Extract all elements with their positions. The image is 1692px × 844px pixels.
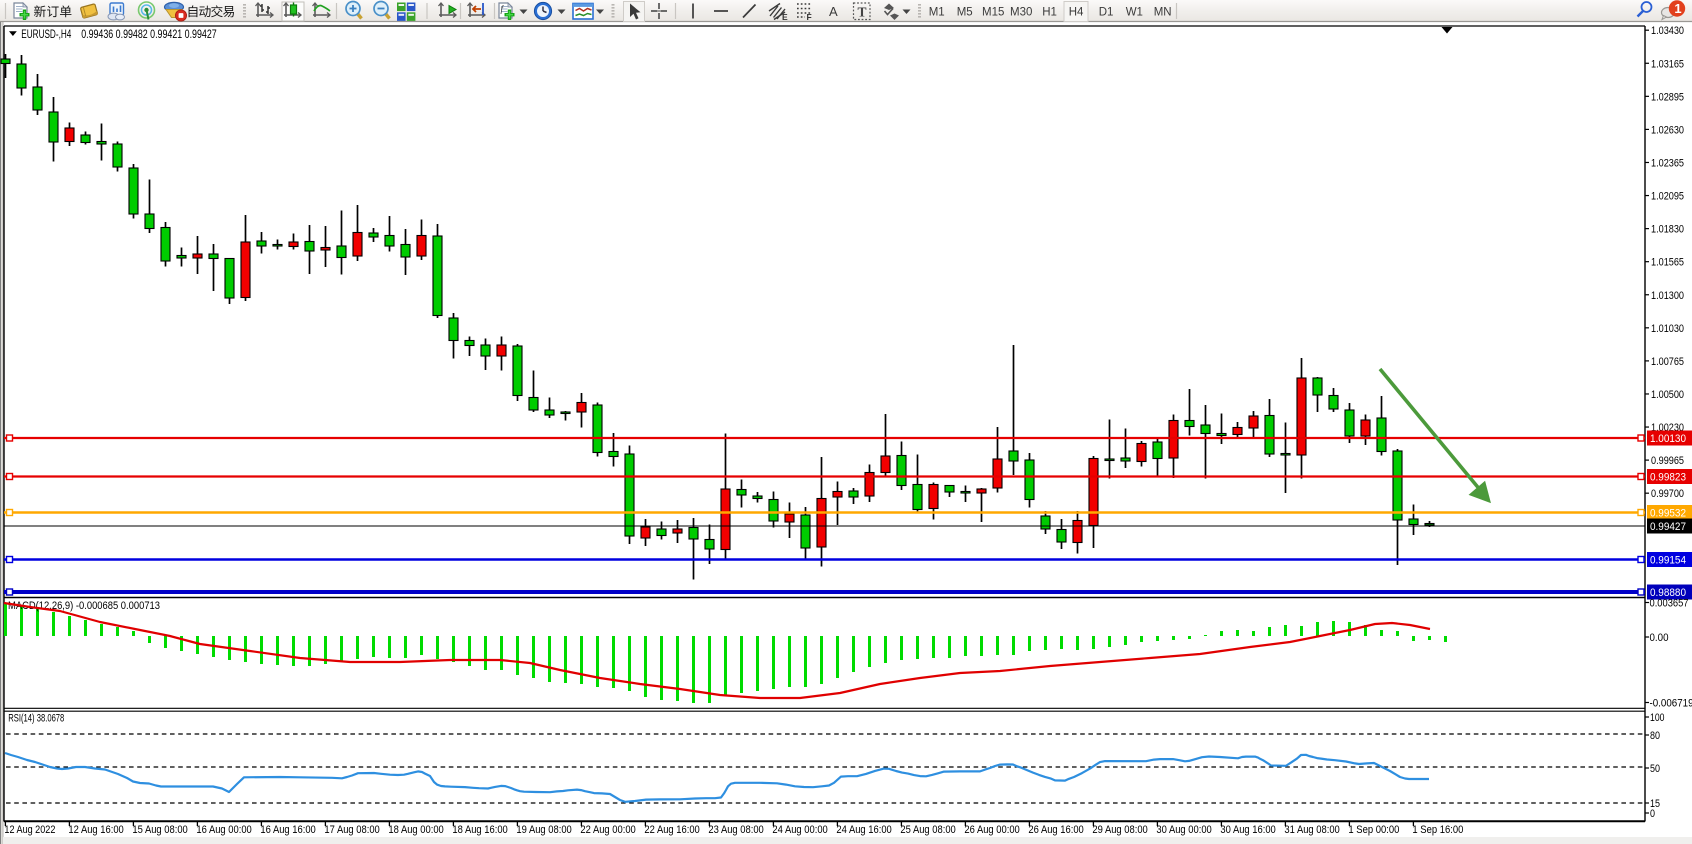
svg-text:1.02895: 1.02895: [1651, 91, 1684, 103]
svg-text:1.01300: 1.01300: [1651, 290, 1684, 302]
svg-text:30 Aug 00:00: 30 Aug 00:00: [1156, 824, 1211, 836]
svg-text:1: 1: [1674, 1, 1681, 16]
svg-text:0.003657: 0.003657: [1650, 598, 1689, 610]
svg-text:T: T: [858, 5, 867, 20]
svg-text:MN: MN: [1154, 7, 1172, 19]
svg-text:30 Aug 16:00: 30 Aug 16:00: [1220, 824, 1275, 836]
svg-text:M1: M1: [929, 7, 945, 19]
svg-text:24 Aug 16:00: 24 Aug 16:00: [836, 824, 891, 836]
svg-text:16 Aug 00:00: 16 Aug 00:00: [196, 824, 251, 836]
svg-text:0.99427: 0.99427: [1650, 521, 1686, 533]
svg-text:31 Aug 08:00: 31 Aug 08:00: [1284, 824, 1339, 836]
svg-text:19 Aug 08:00: 19 Aug 08:00: [516, 824, 571, 836]
svg-text:15: 15: [1650, 798, 1660, 810]
svg-text:0: 0: [1650, 808, 1655, 820]
svg-text:1 Sep 00:00: 1 Sep 00:00: [1348, 824, 1399, 836]
svg-text:1.03430: 1.03430: [1651, 25, 1684, 37]
svg-text:12 Aug 16:00: 12 Aug 16:00: [68, 824, 123, 836]
svg-text:0.99823: 0.99823: [1650, 472, 1686, 484]
svg-text:f: f: [501, 4, 505, 14]
svg-text:15 Aug 08:00: 15 Aug 08:00: [132, 824, 187, 836]
svg-text:M30: M30: [1010, 7, 1032, 19]
svg-text:25 Aug 08:00: 25 Aug 08:00: [900, 824, 955, 836]
svg-text:16 Aug 16:00: 16 Aug 16:00: [260, 824, 315, 836]
svg-text:29 Aug 08:00: 29 Aug 08:00: [1092, 824, 1147, 836]
svg-text:M5: M5: [957, 7, 973, 19]
svg-text:1.02365: 1.02365: [1651, 157, 1684, 169]
svg-text:50: 50: [1650, 763, 1660, 775]
svg-text:1.01030: 1.01030: [1651, 323, 1684, 335]
svg-text:RSI(14) 38.0678: RSI(14) 38.0678: [8, 713, 64, 725]
svg-text:W1: W1: [1126, 7, 1143, 19]
svg-text:26 Aug 00:00: 26 Aug 00:00: [964, 824, 1019, 836]
svg-text:-0.006719: -0.006719: [1650, 698, 1692, 710]
svg-text:26 Aug 16:00: 26 Aug 16:00: [1028, 824, 1083, 836]
svg-text:0.99436 0.99482 0.99421 0.9942: 0.99436 0.99482 0.99421 0.99427: [81, 27, 217, 41]
svg-text:22 Aug 00:00: 22 Aug 00:00: [580, 824, 635, 836]
svg-text:0.99965: 0.99965: [1651, 455, 1684, 467]
svg-text:EURUSD-,H4: EURUSD-,H4: [21, 27, 71, 41]
svg-text:0.00: 0.00: [1650, 632, 1669, 644]
svg-text:12 Aug 2022: 12 Aug 2022: [4, 824, 55, 836]
svg-text:22 Aug 16:00: 22 Aug 16:00: [644, 824, 699, 836]
svg-text:23 Aug 08:00: 23 Aug 08:00: [708, 824, 763, 836]
svg-text:1.03165: 1.03165: [1651, 58, 1684, 70]
svg-text:0.98880: 0.98880: [1650, 587, 1686, 599]
svg-text:1.01565: 1.01565: [1651, 257, 1684, 269]
svg-text:E: E: [782, 12, 788, 22]
svg-text:80: 80: [1650, 730, 1660, 742]
svg-text:1.02630: 1.02630: [1651, 124, 1684, 136]
svg-text:0.99700: 0.99700: [1651, 488, 1684, 500]
svg-text:0.99154: 0.99154: [1650, 555, 1686, 567]
svg-text:18 Aug 16:00: 18 Aug 16:00: [452, 824, 507, 836]
svg-text:1 Sep 16:00: 1 Sep 16:00: [1412, 824, 1463, 836]
svg-text:1.02095: 1.02095: [1651, 191, 1684, 203]
svg-text:1.00130: 1.00130: [1650, 433, 1686, 445]
svg-text:1.00765: 1.00765: [1651, 356, 1684, 368]
svg-text:H1: H1: [1042, 7, 1057, 19]
svg-text:D1: D1: [1099, 7, 1114, 19]
svg-text:F: F: [807, 12, 812, 22]
svg-text:A: A: [829, 4, 838, 19]
svg-text:18 Aug 00:00: 18 Aug 00:00: [388, 824, 443, 836]
svg-text:H4: H4: [1069, 7, 1084, 19]
svg-text:100: 100: [1650, 712, 1665, 724]
svg-text:M15: M15: [982, 7, 1004, 19]
svg-text:1.01830: 1.01830: [1651, 224, 1684, 236]
svg-text:0.99532: 0.99532: [1650, 508, 1686, 520]
svg-text:17 Aug 08:00: 17 Aug 08:00: [324, 824, 379, 836]
svg-text:24 Aug 00:00: 24 Aug 00:00: [772, 824, 827, 836]
svg-text:1.00500: 1.00500: [1651, 389, 1684, 401]
